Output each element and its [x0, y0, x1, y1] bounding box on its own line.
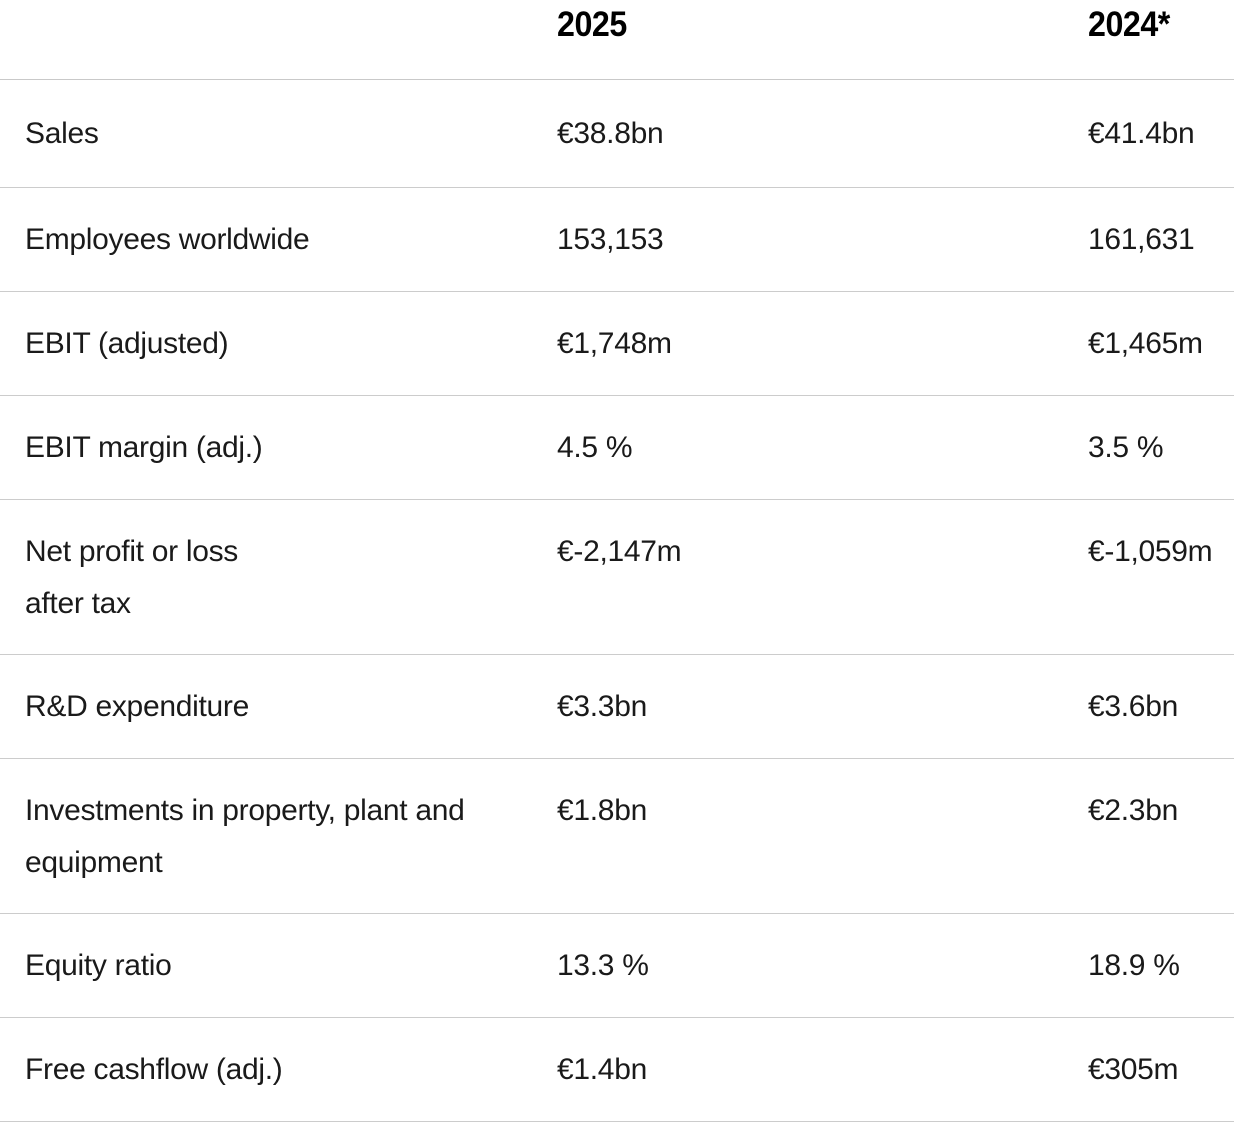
value-2025: €1,748m [557, 326, 672, 360]
value-2024: €305m [1088, 1052, 1179, 1086]
table-row: R&D expenditure €3.3bn €3.6bn [0, 655, 1234, 759]
value-2024: 18.9 % [1088, 948, 1180, 982]
metric-label: R&D expenditure [25, 689, 249, 723]
table-row: Net profit or loss after tax €-2,147m €-… [0, 500, 1234, 655]
table-row: Investments in property, plant and equip… [0, 759, 1234, 914]
value-2024: 161,631 [1088, 222, 1195, 256]
value-2025: €1.8bn [557, 794, 647, 827]
metric-label: Investments in property, plant and equip… [25, 794, 465, 879]
metric-label: Employees worldwide [25, 222, 310, 256]
header-2025: 2025 [557, 2, 1088, 48]
value-2025: €3.3bn [557, 689, 647, 723]
value-2024: €3.6bn [1088, 689, 1178, 723]
value-2025: 4.5 % [557, 430, 633, 464]
table-header-row: 2025 2024* [0, 0, 1234, 80]
value-2024: €1,465m [1088, 326, 1203, 360]
table-row: Sales €38.8bn €41.4bn [0, 80, 1234, 188]
metric-label: EBIT (adjusted) [25, 326, 229, 360]
value-2024: €41.4bn [1088, 116, 1195, 150]
value-2025: 153,153 [557, 222, 664, 256]
table-row: Employees worldwide 153,153 161,631 [0, 188, 1234, 292]
value-2025: €1.4bn [557, 1052, 647, 1086]
value-2024: 3.5 % [1088, 430, 1164, 464]
table-row: EBIT margin (adj.) 4.5 % 3.5 % [0, 396, 1234, 500]
table-row: Equity ratio 13.3 % 18.9 % [0, 914, 1234, 1018]
header-2024: 2024* [1088, 2, 1234, 48]
value-2024: €-1,059m [1088, 535, 1213, 568]
metric-label: Free cashflow (adj.) [25, 1052, 283, 1086]
value-2025: 13.3 % [557, 948, 649, 982]
value-2025: €38.8bn [557, 116, 664, 150]
table-row: EBIT (adjusted) €1,748m €1,465m [0, 292, 1234, 396]
value-2025: €-2,147m [557, 535, 682, 568]
header-2025-label: 2025 [557, 5, 627, 44]
value-2024: €2.3bn [1088, 794, 1178, 827]
metric-label: Net profit or loss after tax [25, 535, 239, 620]
metric-label: Sales [25, 116, 99, 150]
table-row: Free cashflow (adj.) €1.4bn €305m [0, 1018, 1234, 1122]
metric-label: Equity ratio [25, 948, 172, 982]
metric-label: EBIT margin (adj.) [25, 430, 263, 464]
header-2024-label: 2024* [1088, 5, 1170, 44]
